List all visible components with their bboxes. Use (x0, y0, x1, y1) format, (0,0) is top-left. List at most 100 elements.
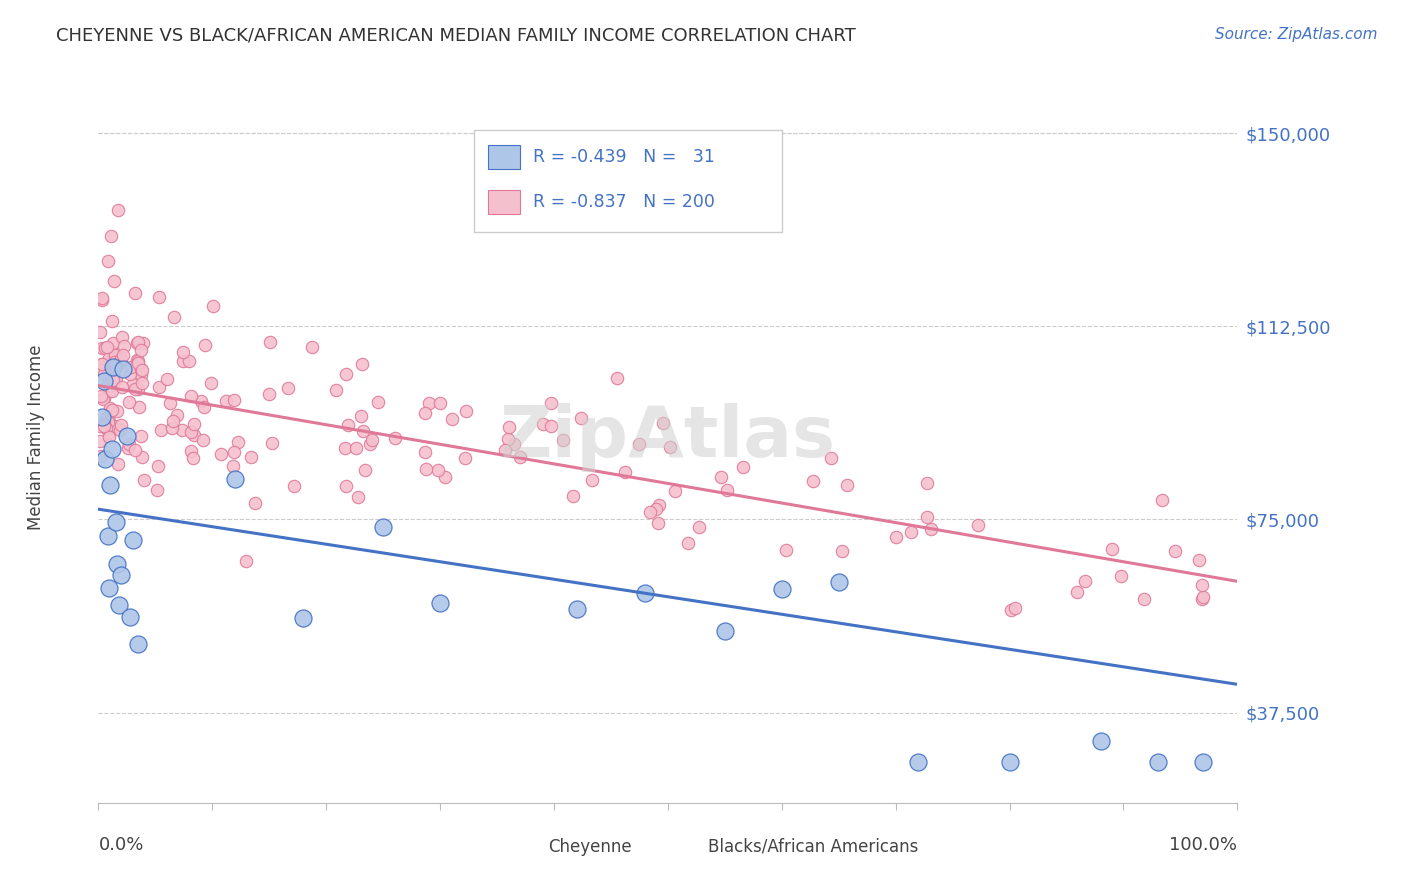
Point (1066, 584, 1088, 599)
Point (97, 581, 120, 595)
Point (93, 391, 115, 405)
Point (101, 442, 124, 457)
Point (103, 360, 125, 375)
Point (105, 557, 128, 571)
Point (96, 529, 118, 543)
Point (93, 367, 115, 381)
Text: Blacks/African Americans: Blacks/African Americans (707, 838, 918, 855)
Point (235, 554, 257, 568)
Point (107, 203, 129, 218)
Text: 0.0%: 0.0% (98, 836, 143, 854)
Point (194, 338, 217, 352)
Point (91, 360, 114, 375)
Point (634, 586, 657, 600)
Point (94, 342, 117, 356)
Point (652, 417, 675, 431)
Point (104, 358, 127, 372)
Point (531, 417, 554, 432)
Text: Source: ZipAtlas.com: Source: ZipAtlas.com (1215, 27, 1378, 42)
Point (193, 434, 215, 448)
Point (103, 354, 125, 368)
Point (226, 435, 249, 450)
Point (259, 334, 281, 349)
Point (920, 522, 942, 536)
Point (335, 479, 357, 493)
Point (714, 624, 737, 639)
Point (648, 498, 671, 512)
Point (124, 286, 146, 301)
Point (172, 423, 194, 437)
Point (606, 370, 628, 384)
Point (292, 611, 315, 625)
Point (127, 334, 149, 349)
Point (367, 395, 389, 409)
Point (828, 574, 851, 589)
Point (127, 356, 149, 370)
Point (104, 370, 127, 384)
Point (107, 457, 129, 471)
FancyBboxPatch shape (488, 190, 520, 214)
Point (222, 392, 245, 407)
Point (917, 509, 939, 524)
Point (638, 505, 661, 519)
Point (688, 520, 710, 534)
Text: Cheyenne: Cheyenne (548, 838, 631, 855)
Point (998, 755, 1021, 769)
Point (90, 363, 112, 377)
Point (91, 357, 114, 371)
Point (101, 336, 124, 351)
Point (118, 436, 141, 450)
Point (350, 409, 373, 424)
Point (770, 582, 793, 596)
Point (101, 313, 124, 327)
Point (1146, 755, 1168, 769)
Point (127, 382, 149, 396)
Point (97, 254, 120, 268)
Point (384, 431, 406, 445)
Point (90, 389, 112, 403)
Point (166, 408, 188, 422)
Point (121, 533, 143, 548)
Point (1101, 541, 1123, 556)
Point (257, 387, 280, 401)
Point (120, 360, 142, 375)
Point (89, 434, 111, 449)
Point (441, 412, 464, 426)
Point (709, 470, 731, 484)
Point (180, 389, 202, 403)
Point (150, 423, 173, 437)
Point (553, 433, 575, 447)
Point (352, 357, 374, 371)
Point (1152, 493, 1174, 508)
Point (114, 339, 136, 353)
Point (131, 362, 153, 376)
Point (98, 351, 121, 366)
Point (283, 479, 305, 493)
Point (129, 343, 152, 358)
Point (569, 410, 592, 425)
Point (344, 441, 367, 455)
Point (131, 450, 153, 464)
Point (98, 425, 121, 440)
Point (494, 443, 516, 458)
Text: ZipAtlas: ZipAtlas (501, 402, 835, 472)
Point (131, 376, 153, 390)
Point (371, 520, 394, 534)
Point (336, 418, 359, 433)
Point (214, 394, 236, 409)
Point (361, 433, 384, 447)
Point (110, 567, 132, 582)
Point (509, 450, 531, 464)
Point (1000, 602, 1022, 616)
Point (107, 356, 129, 370)
Point (100, 229, 122, 244)
Point (180, 425, 202, 439)
FancyBboxPatch shape (673, 836, 699, 858)
Point (1192, 755, 1215, 769)
Point (172, 353, 194, 368)
Point (907, 755, 929, 769)
Point (209, 447, 232, 461)
Point (540, 396, 562, 410)
Point (96, 421, 118, 435)
Point (98, 478, 121, 492)
